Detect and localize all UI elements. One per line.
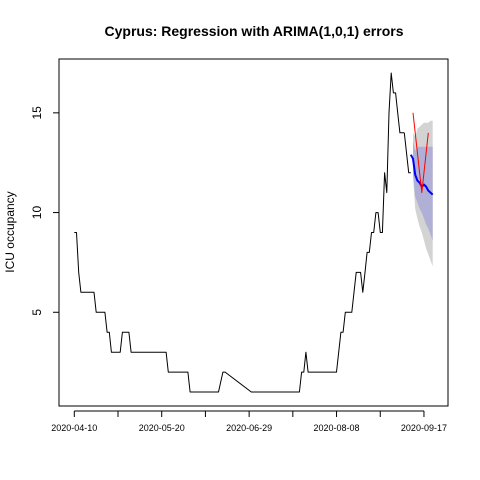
chart-title: Cyprus: Regression with ARIMA(1,0,1) err… (105, 23, 404, 39)
observed-line-1 (403, 132, 411, 174)
x-tick-label: 2020-08-08 (314, 423, 360, 433)
actual-line-3 (412, 112, 429, 194)
y-axis-label: ICU occupancy (3, 191, 17, 272)
x-tick-label: 2020-05-20 (139, 423, 185, 433)
x-axis: 2020-04-10 2020-05-20 2020-06-29 2020-08-08… (51, 410, 447, 433)
x-tick-label: 2020-04-10 (51, 423, 97, 433)
forecast-line-2 (409, 154, 434, 196)
y-tick-label: 10 (30, 206, 44, 220)
x-tick-label: 2020-09-17 (401, 423, 447, 433)
y-tick-label: 5 (30, 309, 44, 316)
x-tick-label: 2020-06-29 (226, 423, 272, 433)
y-tick-label: 15 (30, 106, 44, 120)
plot-frame (58, 58, 449, 407)
interval-band-1 (413, 140, 433, 241)
y-axis: 5 10 15 (30, 106, 59, 316)
series-lines (74, 72, 434, 393)
observed-line-0 (74, 72, 405, 393)
